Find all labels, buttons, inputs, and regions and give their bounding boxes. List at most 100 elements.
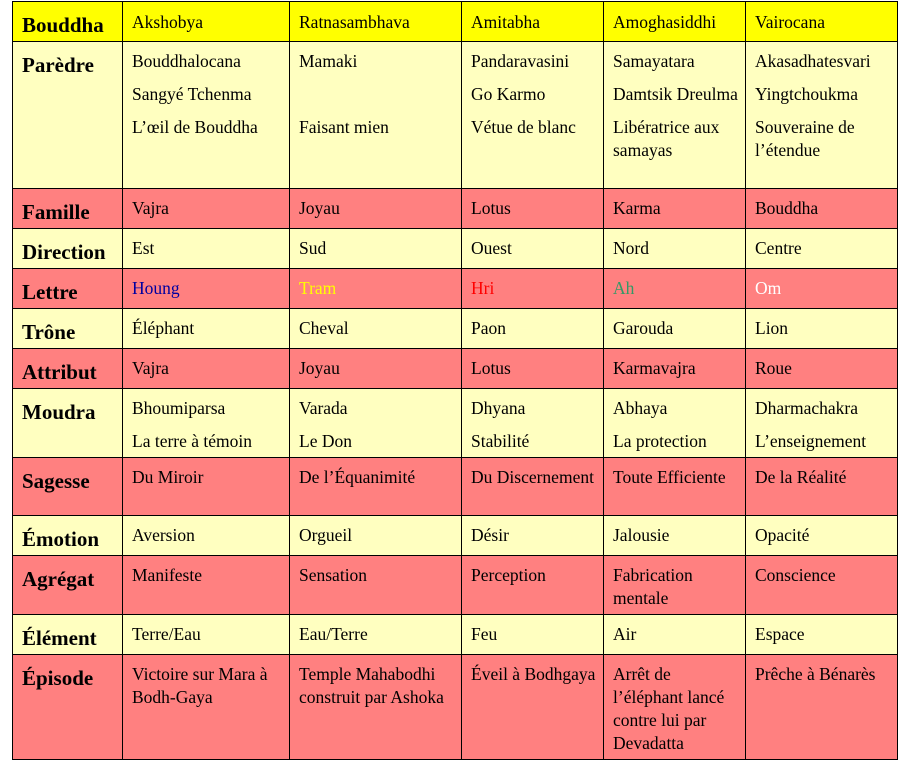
table-row: Élément Terre/Eau Eau/Terre Feu Air Espace xyxy=(12,614,898,655)
cell-text: Akasadhatesvari xyxy=(755,51,871,71)
table-cell: Éléphant xyxy=(122,308,290,349)
cell-text: Lotus xyxy=(471,358,511,378)
table-cell: Dhyana Stabilité xyxy=(461,388,604,458)
cell-text: Mamaki xyxy=(299,51,358,71)
table-cell: Roue xyxy=(745,348,898,389)
cell-text: Victoire sur Mara à Bodh-Gaya xyxy=(132,664,268,707)
table-cell: De l’Équanimité xyxy=(289,457,462,516)
table-cell: Paon xyxy=(461,308,604,349)
table-cell: Karmavajra xyxy=(603,348,746,389)
column-header: Akshobya xyxy=(122,1,290,42)
cell-text: Libératrice aux samayas xyxy=(613,117,720,160)
table-cell: Karma xyxy=(603,188,746,229)
cell-text: Joyau xyxy=(299,198,340,218)
cell-text: De la Réalité xyxy=(755,467,847,487)
cell-text: Yingtchoukma xyxy=(755,84,859,104)
table-row: Trône Éléphant Cheval Paon Garouda Lion xyxy=(12,308,898,349)
table-cell: Bouddhalocana Sangyé Tchenma L’œil de Boud… xyxy=(122,41,290,189)
table-cell: Hri xyxy=(461,268,604,309)
table-row: Agrégat Manifeste Sensation Perception Fabri… xyxy=(12,555,898,615)
row-label: Parèdre xyxy=(12,41,123,189)
cell-text: Lotus xyxy=(471,198,511,218)
table-cell: Sud xyxy=(289,228,462,269)
table-cell: Opacité xyxy=(745,515,898,556)
table-cell: Varada Le Don xyxy=(289,388,462,458)
cell-text: Conscience xyxy=(755,565,836,585)
cell-text: Jalousie xyxy=(613,525,670,545)
cell-text: Toute Efficiente xyxy=(613,467,726,487)
cell-text: Du Discernement xyxy=(471,467,594,487)
cell-text: Faisant mien xyxy=(299,117,389,137)
row-label: Émotion xyxy=(12,515,123,556)
row-label: Moudra xyxy=(12,388,123,458)
table-cell: Samayatara Damtsik Dreulma Libératrice aux… xyxy=(603,41,746,189)
table-cell: Lotus xyxy=(461,348,604,389)
row-label: Attribut xyxy=(12,348,123,389)
table-cell: Bhoumiparsa La terre à témoin xyxy=(122,388,290,458)
table-row: Attribut Vajra Joyau Lotus Karmavajra Roue xyxy=(12,348,898,389)
cell-text: Manifeste xyxy=(132,565,202,585)
cell-text: Éléphant xyxy=(132,318,195,338)
cell-text: Sensation xyxy=(299,565,368,585)
table-cell: Désir xyxy=(461,515,604,556)
cell-text: L’enseignement xyxy=(755,431,867,451)
cell-text: Bouddha xyxy=(755,198,819,218)
column-header: Vairocana xyxy=(745,1,898,42)
table-cell: Air xyxy=(603,614,746,655)
cell-text: Sangyé Tchenma xyxy=(132,84,252,104)
cell-text: Feu xyxy=(471,624,498,644)
table-cell: Joyau xyxy=(289,188,462,229)
cell-text: Espace xyxy=(755,624,805,644)
column-header: Amitabha xyxy=(461,1,604,42)
cell-text: Garouda xyxy=(613,318,674,338)
cell-text: Nord xyxy=(613,238,649,258)
table-cell: Pandaravasini Go Karmo Vétue de blanc xyxy=(461,41,604,189)
cell-text: Varada xyxy=(299,398,348,418)
table-row: Direction Est Sud Ouest Nord Centre xyxy=(12,228,898,269)
table-cell: Sensation xyxy=(289,555,462,615)
cell-text: Dhyana xyxy=(471,398,526,418)
row-label: Trône xyxy=(12,308,123,349)
cell-text: Ah xyxy=(613,278,635,298)
table-cell: Cheval xyxy=(289,308,462,349)
table-cell: Prêche à Bénarès xyxy=(745,654,898,760)
cell-text xyxy=(299,83,455,106)
cell-text: Abhaya xyxy=(613,398,668,418)
cell-text: Bouddhalocana xyxy=(132,51,241,71)
table-cell: Du Discernement xyxy=(461,457,604,516)
cell-text: Dharmachakra xyxy=(755,398,858,418)
table-cell: Fabrication mentale xyxy=(603,555,746,615)
cell-text: Ouest xyxy=(471,238,512,258)
table-cell: Conscience xyxy=(745,555,898,615)
cell-text: Éveil à Bodhgaya xyxy=(471,664,596,684)
table-cell: Nord xyxy=(603,228,746,269)
table-cell: Bouddha xyxy=(745,188,898,229)
table-cell: Jalousie xyxy=(603,515,746,556)
table-cell: Vajra xyxy=(122,188,290,229)
table-cell: Lotus xyxy=(461,188,604,229)
column-header: Amoghasiddhi xyxy=(603,1,746,42)
cell-text: Vétue de blanc xyxy=(471,117,576,137)
table-cell: Joyau xyxy=(289,348,462,389)
table-cell: Ah xyxy=(603,268,746,309)
cell-text: Lion xyxy=(755,318,789,338)
cell-text: Joyau xyxy=(299,358,340,378)
table-cell: Garouda xyxy=(603,308,746,349)
table-cell: Vajra xyxy=(122,348,290,389)
row-label: Élément xyxy=(12,614,123,655)
table-cell: Est xyxy=(122,228,290,269)
table-cell: Feu xyxy=(461,614,604,655)
cell-text: L’œil de Bouddha xyxy=(132,117,258,137)
table-row: Épisode Victoire sur Mara à Bodh-Gaya Temp… xyxy=(12,654,898,760)
cell-text: Prêche à Bénarès xyxy=(755,664,876,684)
table-cell: Abhaya La protection xyxy=(603,388,746,458)
table-cell: De la Réalité xyxy=(745,457,898,516)
row-label: Épisode xyxy=(12,654,123,760)
cell-text: Vajra xyxy=(132,198,169,218)
cell-text: Stabilité xyxy=(471,431,530,451)
table-cell: Perception xyxy=(461,555,604,615)
cell-text: La terre à témoin xyxy=(132,431,253,451)
cell-text: Orgueil xyxy=(299,525,353,545)
table-cell: Om xyxy=(745,268,898,309)
cell-text: Pandaravasini xyxy=(471,51,570,71)
